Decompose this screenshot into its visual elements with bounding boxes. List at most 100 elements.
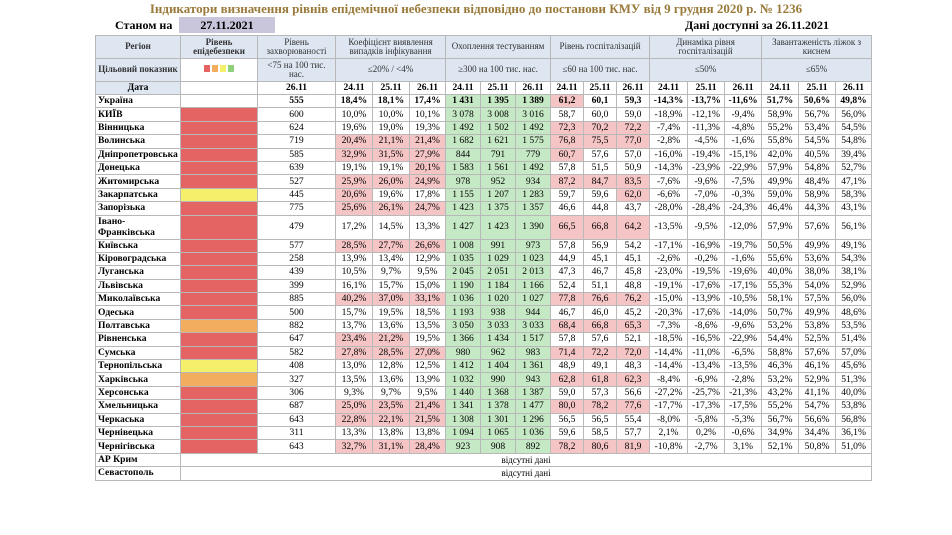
region-name: Вінницька bbox=[95, 120, 181, 136]
hosp-dyn-value: -24,3% bbox=[724, 201, 763, 216]
detection-value: 28,5% bbox=[335, 238, 373, 253]
risk-level-cell bbox=[180, 160, 258, 176]
hosp-dyn-value: 0,2% bbox=[687, 425, 726, 441]
hosp-dyn-value: -0,6% bbox=[724, 425, 763, 441]
hosp-value: 55,4 bbox=[616, 412, 651, 427]
risk-level-cell bbox=[180, 412, 258, 427]
hosp-dyn-value: -6,5% bbox=[724, 345, 763, 361]
hosp-value: 45,1 bbox=[616, 251, 651, 267]
table-row: Чернівецька 311 13,3% 13,8% 13,8% 1 094 1 065 1… bbox=[95, 425, 873, 441]
detection-value: 14,5% bbox=[372, 214, 410, 240]
hosp-dyn-value: -17,1% bbox=[724, 278, 763, 294]
hosp-dyn-value: -19,4% bbox=[687, 147, 726, 162]
detection-value: 10,1% bbox=[408, 107, 447, 122]
detection-value: 12,5% bbox=[408, 359, 447, 374]
detection-value: 18,1% bbox=[372, 93, 410, 109]
risk-level-cell bbox=[180, 305, 258, 320]
detection-value: 24,9% bbox=[408, 174, 447, 189]
hosp-dyn-value: -17,6% bbox=[687, 278, 726, 294]
detection-value: 13,8% bbox=[408, 425, 447, 441]
risk-level-cell bbox=[180, 372, 258, 387]
region-name: Херсонська bbox=[95, 385, 181, 401]
risk-level-cell bbox=[180, 332, 258, 347]
detection-value: 13,8% bbox=[372, 425, 410, 441]
detection-value: 27,7% bbox=[372, 238, 410, 253]
as-of-date: 27.11.2021 bbox=[179, 17, 275, 33]
beds-value: 52,5% bbox=[798, 332, 837, 347]
testing-value: 1 583 bbox=[445, 160, 482, 176]
hosp-value: 50,9 bbox=[616, 160, 651, 176]
detection-value: 19,6% bbox=[372, 187, 410, 203]
beds-value: 44,3% bbox=[798, 201, 837, 216]
beds-value: 56,6% bbox=[798, 412, 837, 427]
detection-value: 13,4% bbox=[372, 251, 410, 267]
hosp-value: 66,8 bbox=[583, 318, 618, 334]
testing-value: 1 682 bbox=[445, 134, 482, 149]
beds-value: 50,5% bbox=[761, 238, 800, 253]
beds-value: 43,1% bbox=[835, 201, 873, 216]
hosp-dyn-value: -15,0% bbox=[649, 292, 689, 307]
no-data-note: відсутні дані bbox=[179, 466, 873, 481]
detection-value: 27,0% bbox=[408, 345, 447, 361]
region-name: Житомирська bbox=[95, 174, 181, 189]
hosp-value: 62,0 bbox=[616, 187, 651, 203]
table-row: Житомирська 527 25,9% 26,0% 24,9% 978 952 934 87… bbox=[95, 174, 873, 189]
hosp-value: 72,3 bbox=[550, 120, 585, 136]
hosp-value: 45,8 bbox=[616, 265, 651, 280]
hosp-dyn-value: -6,9% bbox=[687, 372, 726, 387]
hosp-dyn-value: -17,7% bbox=[649, 399, 689, 414]
detection-value: 15,7% bbox=[335, 305, 373, 320]
table-row: Чернігівська 643 32,7% 31,1% 28,4% 923 908 892 7… bbox=[95, 439, 873, 454]
testing-value: 1 155 bbox=[445, 187, 482, 203]
hosp-dyn-value: -22,9% bbox=[724, 160, 763, 176]
region-name: Полтавська bbox=[95, 318, 181, 334]
date-col-1: 25.11 bbox=[372, 81, 410, 95]
hosp-dyn-value: -11,6% bbox=[724, 93, 763, 109]
hosp-dyn-value: -13,9% bbox=[687, 292, 726, 307]
hosp-dyn-value: -22,9% bbox=[724, 332, 763, 347]
detection-value: 13,7% bbox=[335, 318, 373, 334]
hosp-dyn-value: -1,6% bbox=[724, 251, 763, 267]
testing-value: 1 023 bbox=[515, 251, 552, 267]
beds-value: 50,6% bbox=[798, 93, 837, 109]
detection-value: 20,1% bbox=[408, 160, 447, 176]
detection-value: 10,0% bbox=[372, 107, 410, 122]
beds-value: 49,9% bbox=[798, 238, 837, 253]
beds-value: 56,0% bbox=[835, 107, 873, 122]
testing-value: 1 517 bbox=[515, 332, 552, 347]
testing-value: 1 094 bbox=[445, 425, 482, 441]
date-col-2: 26.11 bbox=[515, 81, 552, 95]
detection-value: 10,5% bbox=[335, 265, 373, 280]
hosp-value: 66,8 bbox=[583, 214, 618, 240]
hosp-value: 61,2 bbox=[550, 93, 585, 109]
hosp-value: 56,5 bbox=[583, 412, 618, 427]
hosp-value: 72,2 bbox=[616, 120, 651, 136]
beds-value: 38,1% bbox=[835, 265, 873, 280]
hosp-dyn-value: -2,8% bbox=[724, 372, 763, 387]
table-row: Сумська 582 27,8% 28,5% 27,0% 980 962 983 71,4 72… bbox=[95, 345, 873, 361]
testing-value: 934 bbox=[515, 174, 552, 189]
beds-value: 57,6% bbox=[798, 214, 837, 240]
risk-level-cell bbox=[180, 292, 258, 307]
testing-value: 1 301 bbox=[480, 412, 517, 427]
testing-value: 1 193 bbox=[445, 305, 482, 320]
hosp-dyn-value: -2,6% bbox=[649, 251, 689, 267]
hosp-dyn-value: 3,1% bbox=[724, 439, 763, 454]
hosp-value: 57,3 bbox=[583, 385, 618, 401]
header-hosp: Рівень госпіталізацій bbox=[550, 35, 651, 59]
testing-target: ≥300 на 100 тис. нас. bbox=[445, 58, 552, 82]
incidence-value: 624 bbox=[257, 120, 336, 136]
beds-value: 52,7% bbox=[835, 160, 873, 176]
hosp-value: 57,0 bbox=[616, 147, 651, 162]
beds-value: 50,7% bbox=[761, 305, 800, 320]
hosp-value: 77,6 bbox=[616, 399, 651, 414]
beds-value: 53,2% bbox=[761, 372, 800, 387]
beds-value: 54,0% bbox=[798, 278, 837, 294]
testing-value: 1 492 bbox=[515, 160, 552, 176]
incidence-value: 585 bbox=[257, 147, 336, 162]
testing-value: 1 296 bbox=[515, 412, 552, 427]
region-name: Дніпропетровська bbox=[95, 147, 181, 162]
detection-value: 12,9% bbox=[408, 251, 447, 267]
hosp-value: 59,7 bbox=[550, 187, 585, 203]
incidence-value: 577 bbox=[257, 238, 336, 253]
